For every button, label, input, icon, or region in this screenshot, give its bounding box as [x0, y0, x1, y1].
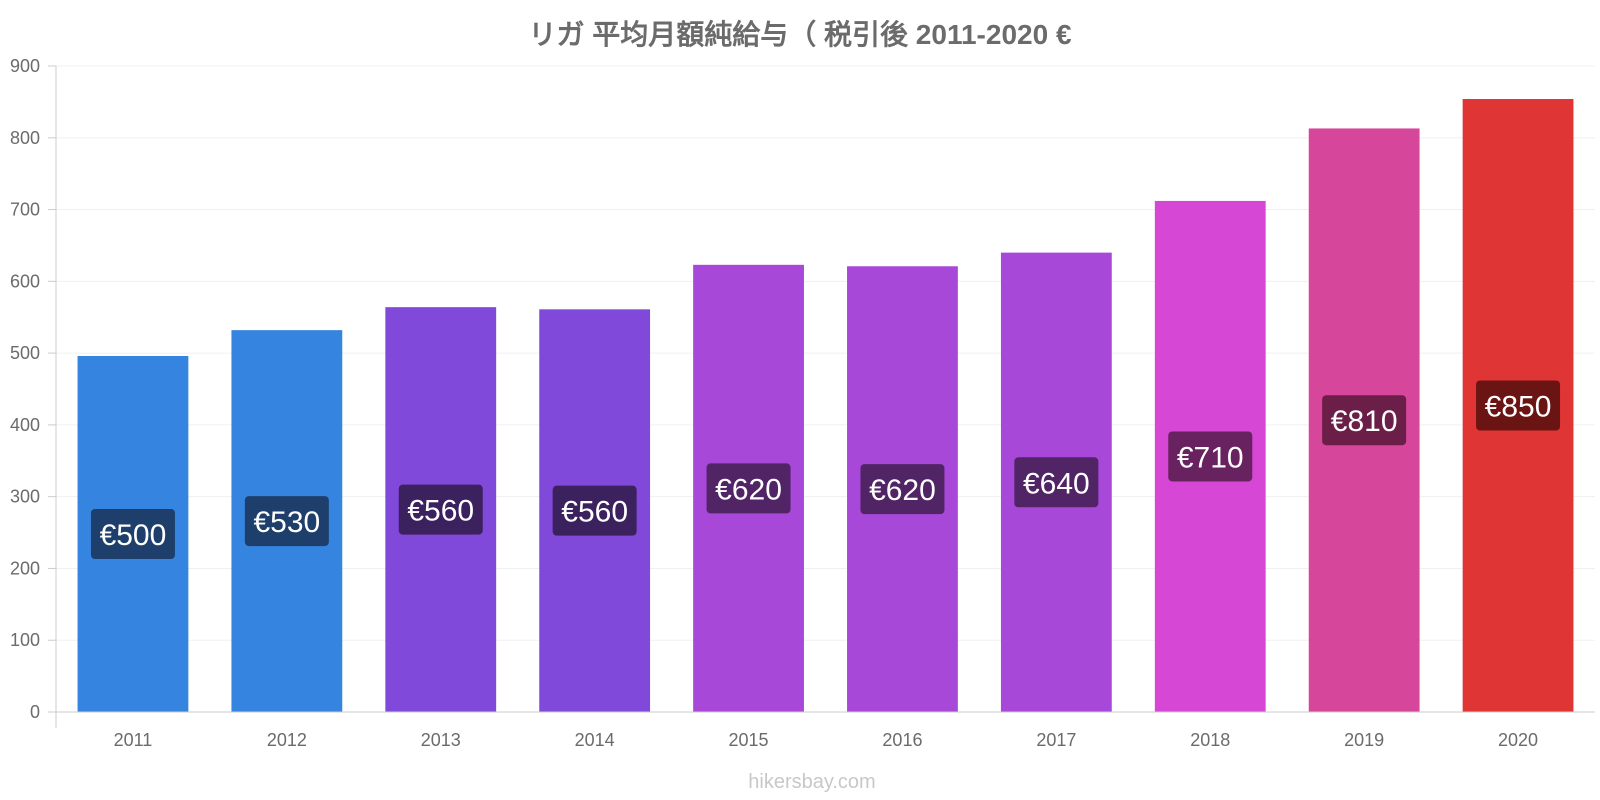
value-label: €710: [1177, 441, 1244, 474]
x-tick-label: 2014: [575, 730, 615, 750]
y-tick-label: 800: [10, 128, 40, 148]
y-tick-label: 300: [10, 487, 40, 507]
x-tick-label: 2011: [114, 730, 153, 750]
y-tick-label: 600: [10, 271, 40, 291]
value-label: €850: [1485, 391, 1552, 424]
x-tick-label: 2017: [1036, 730, 1076, 750]
value-label-box: [1168, 431, 1253, 482]
value-label-box: [398, 484, 483, 535]
value-label: €810: [1331, 405, 1398, 438]
value-label-box: [552, 485, 637, 536]
value-label: €560: [407, 495, 474, 528]
x-tick-label: 2018: [1190, 730, 1230, 750]
x-tick-label: 2020: [1498, 730, 1538, 750]
x-tick-label: 2016: [882, 730, 922, 750]
x-tick-label: 2013: [421, 730, 461, 750]
value-label: €560: [561, 496, 628, 529]
y-tick-label: 900: [10, 56, 40, 76]
y-tick-label: 700: [10, 200, 40, 220]
x-tick-label: 2019: [1344, 730, 1384, 750]
y-tick-label: 400: [10, 415, 40, 435]
value-label: €530: [253, 506, 320, 539]
x-tick-label: 2012: [267, 730, 307, 750]
value-label-box: [1322, 395, 1407, 446]
x-tick-label: 2015: [729, 730, 769, 750]
value-label: €500: [100, 519, 167, 552]
watermark: hikersbay.com: [748, 771, 875, 793]
value-label-box: [706, 463, 791, 514]
y-tick-label: 200: [10, 558, 40, 578]
value-label: €620: [869, 474, 936, 507]
value-label-box: [860, 464, 945, 515]
x-axis-ticks: 2011 2012 2013 2014 2015 2016 2017 2018 2019 2020: [114, 730, 1538, 750]
chart-title: リガ 平均月額純給与（ 税引後 2011-2020 €: [528, 18, 1071, 50]
y-tick-label: 500: [10, 343, 40, 363]
value-label: €620: [715, 473, 782, 506]
value-label-box: [90, 508, 175, 559]
value-label-box: [244, 496, 329, 547]
value-label-box: [1014, 457, 1099, 508]
value-label: €640: [1023, 467, 1090, 500]
value-labels: €500 €530 €560 €560 €620 €620 €640 €710 €810 €850: [90, 380, 1561, 559]
value-label-box: [1476, 380, 1561, 431]
y-tick-label: 0: [30, 702, 40, 722]
y-axis-ticks: 0 100 200 300 400 500 600 700 800 900: [10, 56, 56, 722]
y-tick-label: 100: [10, 630, 40, 650]
